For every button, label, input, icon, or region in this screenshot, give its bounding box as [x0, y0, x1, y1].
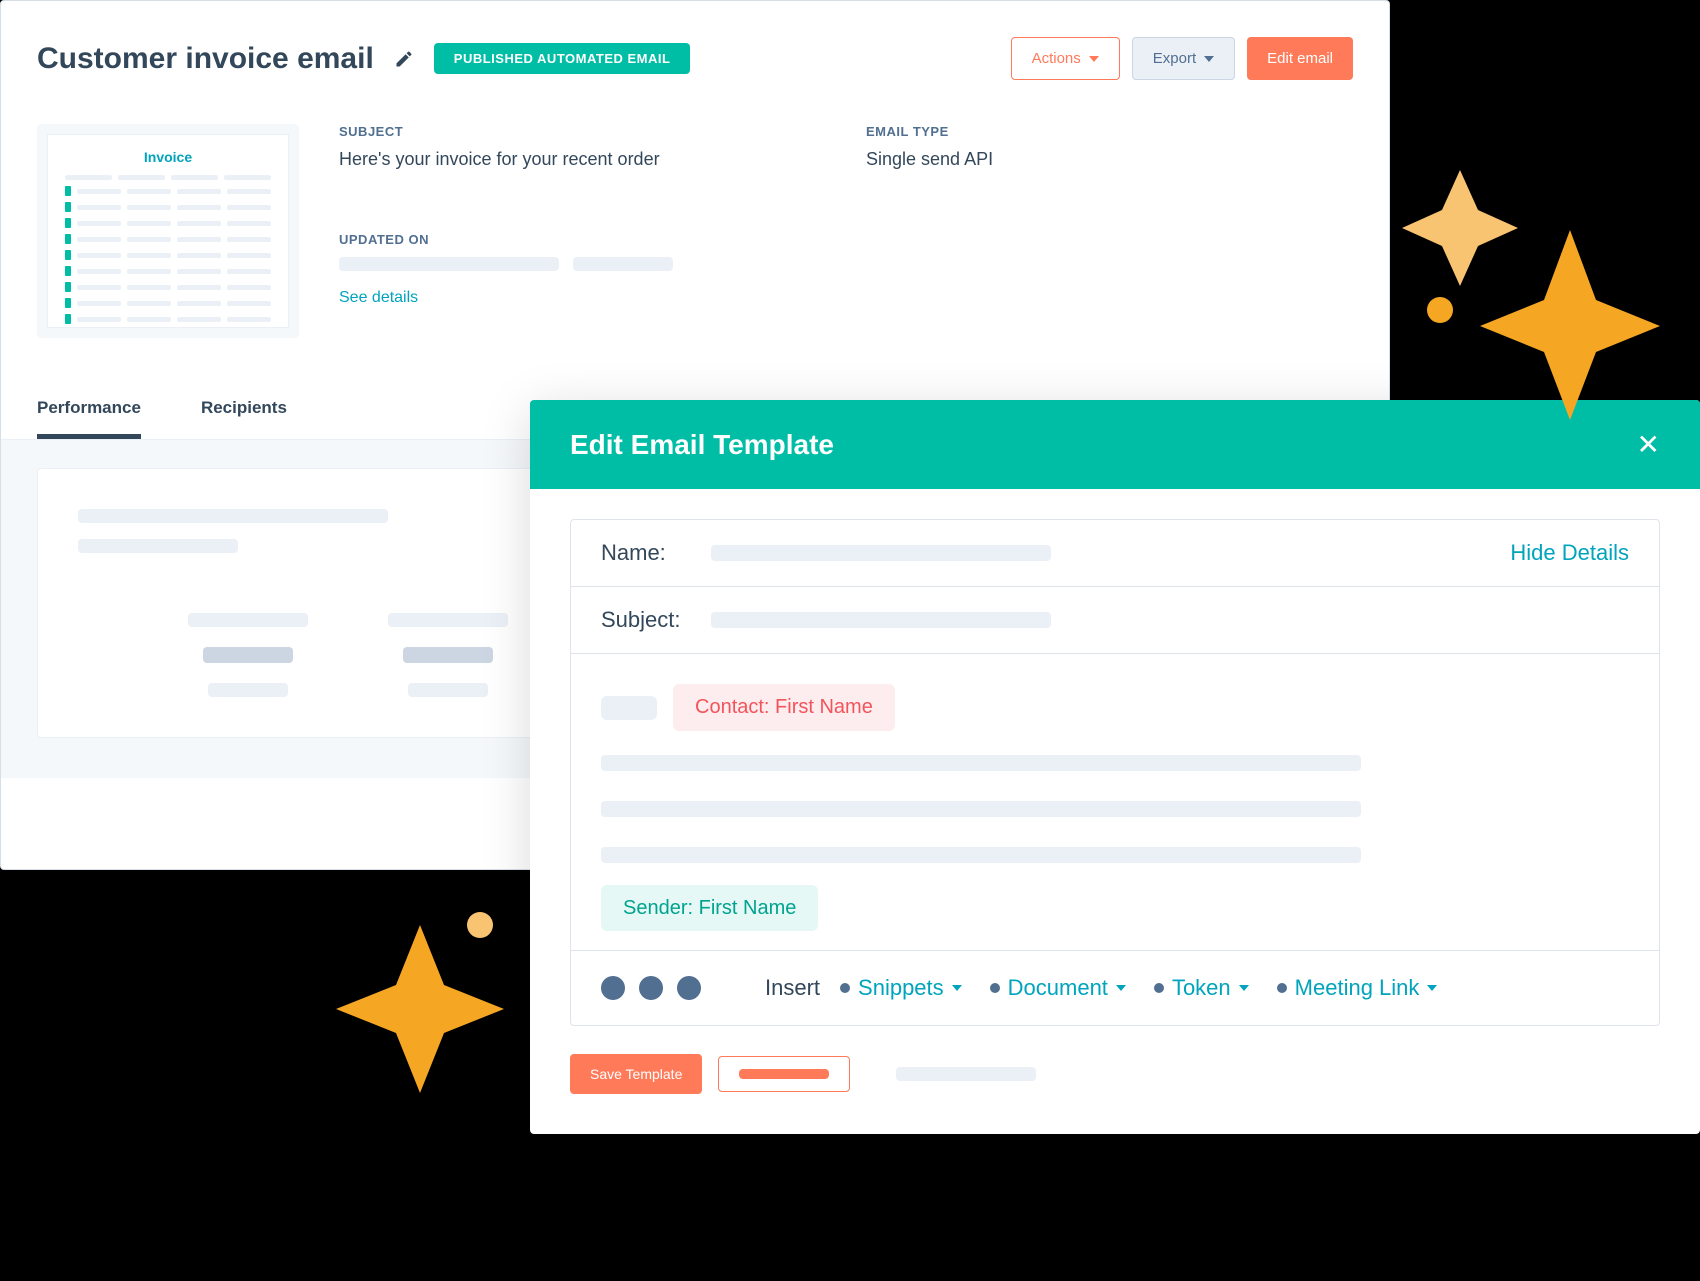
close-icon[interactable]: ✕ — [1637, 428, 1660, 461]
modal-title: Edit Email Template — [570, 429, 834, 461]
placeholder — [388, 613, 508, 627]
modal-actions: Save Template — [530, 1026, 1700, 1134]
name-label: Name: — [601, 540, 691, 566]
insert-token[interactable]: Token — [1154, 975, 1249, 1001]
email-thumbnail[interactable]: Invoice — [37, 124, 299, 338]
chevron-down-icon — [1089, 56, 1099, 62]
panel-header: Customer invoice email PUBLISHED AUTOMAT… — [1, 1, 1389, 80]
bullet-icon — [1277, 983, 1287, 993]
updated-on-block: UPDATED ON See details — [339, 232, 826, 339]
placeholder — [739, 1069, 829, 1079]
insert-list: Snippets Document Token Meeting Link — [840, 975, 1437, 1001]
edit-email-label: Edit email — [1267, 50, 1333, 67]
page-title: Customer invoice email — [37, 42, 374, 76]
toolbar-dot-icon[interactable] — [639, 976, 663, 1000]
subject-label: SUBJECT — [339, 124, 826, 139]
edit-email-button[interactable]: Edit email — [1247, 37, 1353, 80]
name-row: Name: Hide Details — [571, 520, 1659, 587]
secondary-button[interactable] — [718, 1056, 850, 1092]
header-actions: Actions Export Edit email — [1011, 37, 1353, 80]
insert-meeting-link[interactable]: Meeting Link — [1277, 975, 1438, 1001]
subject-block: SUBJECT Here's your invoice for your rec… — [339, 124, 826, 202]
content-line: Contact: First Name — [601, 684, 1629, 731]
chevron-down-icon — [1427, 985, 1437, 991]
tab-recipients[interactable]: Recipients — [201, 398, 287, 439]
placeholder — [601, 801, 1361, 817]
placeholder — [601, 755, 1361, 771]
placeholder — [78, 539, 238, 553]
subject-input[interactable] — [711, 612, 1051, 628]
placeholder — [208, 683, 288, 697]
editor-content[interactable]: Contact: First Name Sender: First Name — [571, 654, 1659, 950]
toolbar-dot-icon[interactable] — [601, 976, 625, 1000]
bullet-icon — [840, 983, 850, 993]
panel-body: Invoice SUBJECT Here's your invo — [1, 80, 1389, 338]
token-contact-firstname[interactable]: Contact: First Name — [673, 684, 895, 731]
editor: Name: Hide Details Subject: Contact: Fir… — [570, 519, 1660, 1026]
placeholder — [339, 257, 559, 271]
placeholder — [78, 509, 388, 523]
insert-document[interactable]: Document — [990, 975, 1126, 1001]
editor-toolbar: Insert Snippets Document Token Meeting L… — [571, 950, 1659, 1025]
insert-label: Insert — [765, 975, 820, 1001]
actions-button[interactable]: Actions — [1011, 37, 1120, 80]
bullet-icon — [990, 983, 1000, 993]
subject-label: Subject: — [601, 607, 691, 633]
sparkle-icon — [330, 895, 530, 1095]
chevron-down-icon — [1239, 985, 1249, 991]
subject-value: Here's your invoice for your recent orde… — [339, 149, 826, 170]
chevron-down-icon — [1116, 985, 1126, 991]
export-label: Export — [1153, 50, 1196, 67]
modal-body: Name: Hide Details Subject: Contact: Fir… — [530, 489, 1700, 1026]
subject-row: Subject: — [571, 587, 1659, 654]
placeholder — [203, 647, 293, 663]
insert-snippets[interactable]: Snippets — [840, 975, 962, 1001]
actions-label: Actions — [1032, 50, 1081, 67]
placeholder — [408, 683, 488, 697]
hide-details-link[interactable]: Hide Details — [1510, 540, 1629, 566]
thumbnail-table — [65, 175, 271, 330]
name-input[interactable] — [711, 545, 1051, 561]
bullet-icon — [1154, 983, 1164, 993]
placeholder — [601, 696, 657, 720]
placeholder — [896, 1067, 1036, 1081]
status-badge: PUBLISHED AUTOMATED EMAIL — [434, 43, 691, 74]
save-template-button[interactable]: Save Template — [570, 1054, 702, 1094]
edit-template-modal: Edit Email Template ✕ Name: Hide Details… — [530, 400, 1700, 1134]
placeholder — [188, 613, 308, 627]
thumbnail-title: Invoice — [144, 135, 192, 175]
email-type-label: EMAIL TYPE — [866, 124, 1353, 139]
thumbnail-inner: Invoice — [47, 134, 289, 328]
email-type-block: EMAIL TYPE Single send API — [866, 124, 1353, 202]
tab-performance[interactable]: Performance — [37, 398, 141, 439]
pencil-icon[interactable] — [394, 49, 414, 69]
toolbar-dot-icon[interactable] — [677, 976, 701, 1000]
placeholder — [403, 647, 493, 663]
export-button[interactable]: Export — [1132, 37, 1235, 80]
token-sender-firstname[interactable]: Sender: First Name — [601, 885, 818, 931]
placeholder — [601, 847, 1361, 863]
see-details-link[interactable]: See details — [339, 289, 826, 307]
placeholder — [573, 257, 673, 271]
meta-grid: SUBJECT Here's your invoice for your rec… — [339, 124, 1353, 338]
chevron-down-icon — [952, 985, 962, 991]
sparkle-icon — [1400, 160, 1660, 420]
updated-on-label: UPDATED ON — [339, 232, 826, 247]
chevron-down-icon — [1204, 56, 1214, 62]
email-type-value: Single send API — [866, 149, 1353, 170]
